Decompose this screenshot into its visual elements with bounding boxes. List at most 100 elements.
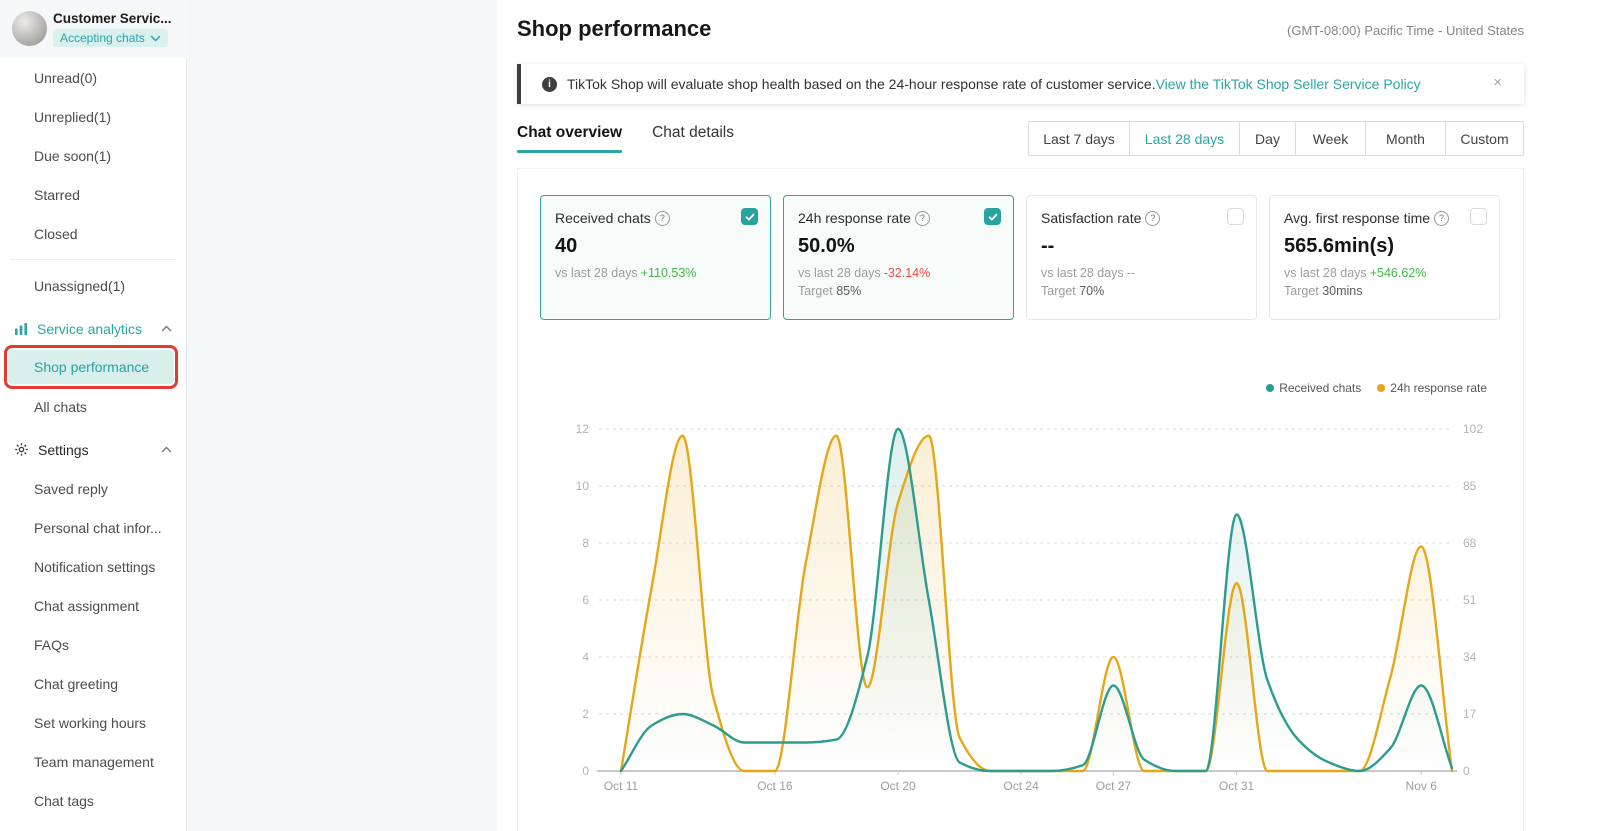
sidebar-item-label: Closed — [34, 225, 78, 242]
left-axis-tick: 2 — [582, 707, 589, 721]
range-day[interactable]: Day — [1239, 122, 1295, 155]
range-last-7-days[interactable]: Last 7 days — [1043, 130, 1115, 147]
left-axis-tick: 0 — [582, 764, 589, 778]
metric-checkbox[interactable] — [1227, 208, 1244, 225]
legend-label: Received chats — [1279, 381, 1362, 395]
sidebar-item-unreplied-1[interactable]: Unreplied(1) — [0, 97, 186, 136]
legend-dot — [1377, 384, 1386, 392]
legend-dot — [1266, 384, 1275, 392]
sidebar-item-all-chats[interactable]: All chats — [0, 387, 186, 426]
sidebar-item-starred[interactable]: Starred — [0, 175, 186, 214]
profile-name: Customer Servic... — [53, 11, 172, 26]
series-area-received-chats — [621, 429, 1452, 771]
metric-delta: -- — [1126, 266, 1136, 280]
info-icon: i — [542, 76, 557, 92]
metric-checkbox[interactable] — [984, 208, 1001, 225]
sidebar-item-closed[interactable]: Closed — [0, 214, 186, 253]
sidebar-item-label: Shop performance — [34, 359, 150, 375]
metric-checkbox[interactable] — [1470, 208, 1487, 225]
sidebar-item-chat-greeting[interactable]: Chat greeting — [0, 664, 186, 703]
sidebar-item-due-soon-1[interactable]: Due soon(1) — [0, 136, 186, 175]
right-axis-tick: 102 — [1463, 422, 1483, 436]
gear-icon — [14, 442, 29, 457]
left-axis-tick: 6 — [582, 593, 589, 607]
chevron-up-icon[interactable] — [161, 446, 172, 453]
tab-chat-overview[interactable]: Chat overview — [517, 124, 623, 153]
chevron-up-icon[interactable] — [161, 325, 172, 332]
avatar[interactable] — [12, 11, 47, 46]
range-week[interactable]: Week — [1295, 122, 1365, 155]
right-axis-tick: 34 — [1463, 650, 1477, 664]
sidebar-item-team-management[interactable]: Team management — [0, 742, 186, 781]
sidebar-item-personal-chat-infor[interactable]: Personal chat infor... — [0, 508, 186, 547]
legend-item-received-chats[interactable]: Received chats — [1266, 381, 1361, 395]
chart-legend: Received chats 24h response rate — [1266, 381, 1487, 395]
sidebar-item-label: Due soon(1) — [34, 147, 112, 164]
sidebar-item-set-working-hours[interactable]: Set working hours — [0, 703, 186, 742]
right-axis-tick: 0 — [1463, 764, 1470, 778]
metric-card-satisfaction-rate: Satisfaction rate? -- vs last 28 days -- Tar… — [1026, 195, 1257, 320]
metric-title: Satisfaction rate — [1041, 210, 1142, 226]
range-month[interactable]: Month — [1365, 122, 1445, 155]
sidebar-item-service-analytics[interactable]: Service analytics — [0, 309, 186, 348]
sidebar-item-label: Settings — [38, 441, 89, 458]
metric-compare: vs last 28 days +546.62% — [1284, 266, 1427, 280]
metric-value: 40 — [555, 235, 578, 257]
help-icon[interactable]: ? — [1145, 210, 1161, 226]
help-icon[interactable]: ? — [654, 210, 670, 226]
metric-compare: vs last 28 days -32.14% — [798, 266, 931, 280]
x-axis-label: Oct 27 — [1096, 779, 1132, 793]
x-axis-label: Oct 24 — [1003, 779, 1039, 793]
chevron-down-icon — [150, 31, 161, 45]
sidebar-item-chat-tags[interactable]: Chat tags — [0, 781, 186, 820]
range-last-28-days[interactable]: Last 28 days — [1129, 122, 1239, 155]
performance-chart[interactable]: 0 0 2 17 4 34 6 51 8 68 10 85 12 102 Oct 11 Oct 16 Oct 2… — [541, 406, 1516, 806]
status-pill[interactable]: Accepting chats — [53, 29, 168, 47]
metric-card-received-chats: Received chats? 40 vs last 28 days +110.53% — [540, 195, 771, 320]
x-axis-label: Oct 11 — [604, 779, 639, 793]
metric-title: 24h response rate — [798, 210, 911, 226]
metric-card-avg-first-response-time: Avg. first response time? 565.6min(s) vs l… — [1269, 195, 1500, 320]
sidebar: Customer Servic... Accepting chats Unrea… — [0, 0, 187, 831]
metric-compare: vs last 28 days +110.53% — [555, 266, 697, 280]
sidebar-item-saved-reply[interactable]: Saved reply — [0, 469, 186, 508]
sidebar-item-faqs[interactable]: FAQs — [0, 625, 186, 664]
sidebar-item-label: Personal chat infor... — [34, 519, 162, 536]
metric-delta: +110.53% — [640, 266, 697, 280]
metric-checkbox[interactable] — [741, 208, 758, 225]
help-icon[interactable]: ? — [914, 210, 930, 226]
sidebar-divider — [10, 259, 176, 260]
sidebar-item-label: All chats — [34, 398, 87, 415]
legend-item-24h-response-rate[interactable]: 24h response rate — [1377, 381, 1487, 395]
sidebar-item-label: Chat tags — [34, 792, 94, 809]
sidebar-item-label: Set working hours — [34, 714, 147, 731]
page-title: Shop performance — [517, 16, 712, 41]
help-icon[interactable]: ? — [1434, 210, 1450, 226]
series-line-received-chats — [619, 427, 1454, 773]
sidebar-item-settings[interactable]: Settings — [0, 430, 186, 469]
sidebar-menu: Unread(0) Unreplied(1) Due soon(1) Starred C… — [0, 58, 186, 820]
sidebar-item-label: Starred — [34, 186, 80, 203]
x-axis-label: Oct 31 — [1219, 779, 1255, 793]
status-label: Accepting chats — [60, 31, 145, 45]
tab-chat-details[interactable]: Chat details — [652, 124, 734, 141]
banner-policy-link[interactable]: View the TikTok Shop Seller Service Poli… — [1155, 76, 1421, 92]
range-custom[interactable]: Custom — [1445, 122, 1523, 155]
main-content: Shop performance (GMT-08:00) Pacific Tim… — [497, 0, 1619, 831]
sidebar-item-label: Unread(0) — [34, 69, 98, 86]
sidebar-item-chat-assignment[interactable]: Chat assignment — [0, 586, 186, 625]
metric-target: Target 70% — [1041, 284, 1105, 298]
metric-delta: +546.62% — [1369, 266, 1427, 280]
x-axis-label: Nov 6 — [1406, 779, 1438, 793]
metric-cards: Received chats? 40 vs last 28 days +110.53%… — [540, 195, 1500, 320]
metric-title: Avg. first response time — [1284, 210, 1431, 226]
right-axis-tick: 68 — [1463, 536, 1477, 550]
banner-accent-bar — [517, 64, 521, 104]
right-axis-tick: 17 — [1463, 707, 1477, 721]
sidebar-item-label: Notification settings — [34, 558, 156, 575]
sidebar-item-notification-settings[interactable]: Notification settings — [0, 547, 186, 586]
close-icon[interactable]: × — [1493, 74, 1502, 91]
sidebar-item-shop-performance[interactable]: Shop performance — [4, 345, 178, 389]
sidebar-item-unread-0[interactable]: Unread(0) — [0, 58, 186, 97]
sidebar-item-unassigned-1[interactable]: Unassigned(1) — [0, 266, 186, 305]
